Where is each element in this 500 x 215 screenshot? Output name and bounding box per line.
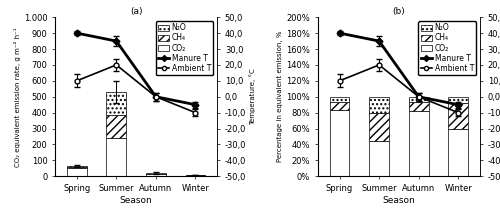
Bar (448, 129, 468, 176)
X-axis label: Season: Season (120, 196, 152, 205)
Bar (146, 173, 166, 174)
Bar (186, 175, 206, 176)
Bar (409, 111, 428, 176)
Bar (369, 97, 389, 113)
Bar (330, 97, 349, 101)
Legend: N₂O, CH₄, CO₂, Manure T, Ambient T: N₂O, CH₄, CO₂, Manure T, Ambient T (418, 21, 476, 75)
X-axis label: Season: Season (382, 196, 416, 205)
Bar (369, 113, 389, 141)
Bar (106, 115, 126, 138)
Bar (330, 110, 349, 176)
Bar (448, 97, 468, 103)
Bar (67, 166, 86, 167)
Bar (67, 168, 86, 176)
Y-axis label: CO₂ equivalent emission rate, g m⁻² h⁻¹: CO₂ equivalent emission rate, g m⁻² h⁻¹ (14, 27, 21, 167)
Y-axis label: Percentage in equivalent emission, %: Percentage in equivalent emission, % (278, 31, 283, 163)
Y-axis label: Temperature, °C: Temperature, °C (249, 68, 256, 125)
Bar (106, 138, 126, 176)
Bar (67, 167, 86, 168)
Legend: N₂O, CH₄, CO₂, Manure T, Ambient T: N₂O, CH₄, CO₂, Manure T, Ambient T (156, 21, 214, 75)
Bar (448, 103, 468, 129)
Bar (146, 174, 166, 176)
Bar (409, 97, 428, 101)
Bar (106, 92, 126, 115)
Bar (330, 101, 349, 110)
Bar (369, 141, 389, 176)
Title: (b): (b) (392, 8, 406, 16)
Bar (409, 101, 428, 111)
Title: (a): (a) (130, 8, 142, 16)
